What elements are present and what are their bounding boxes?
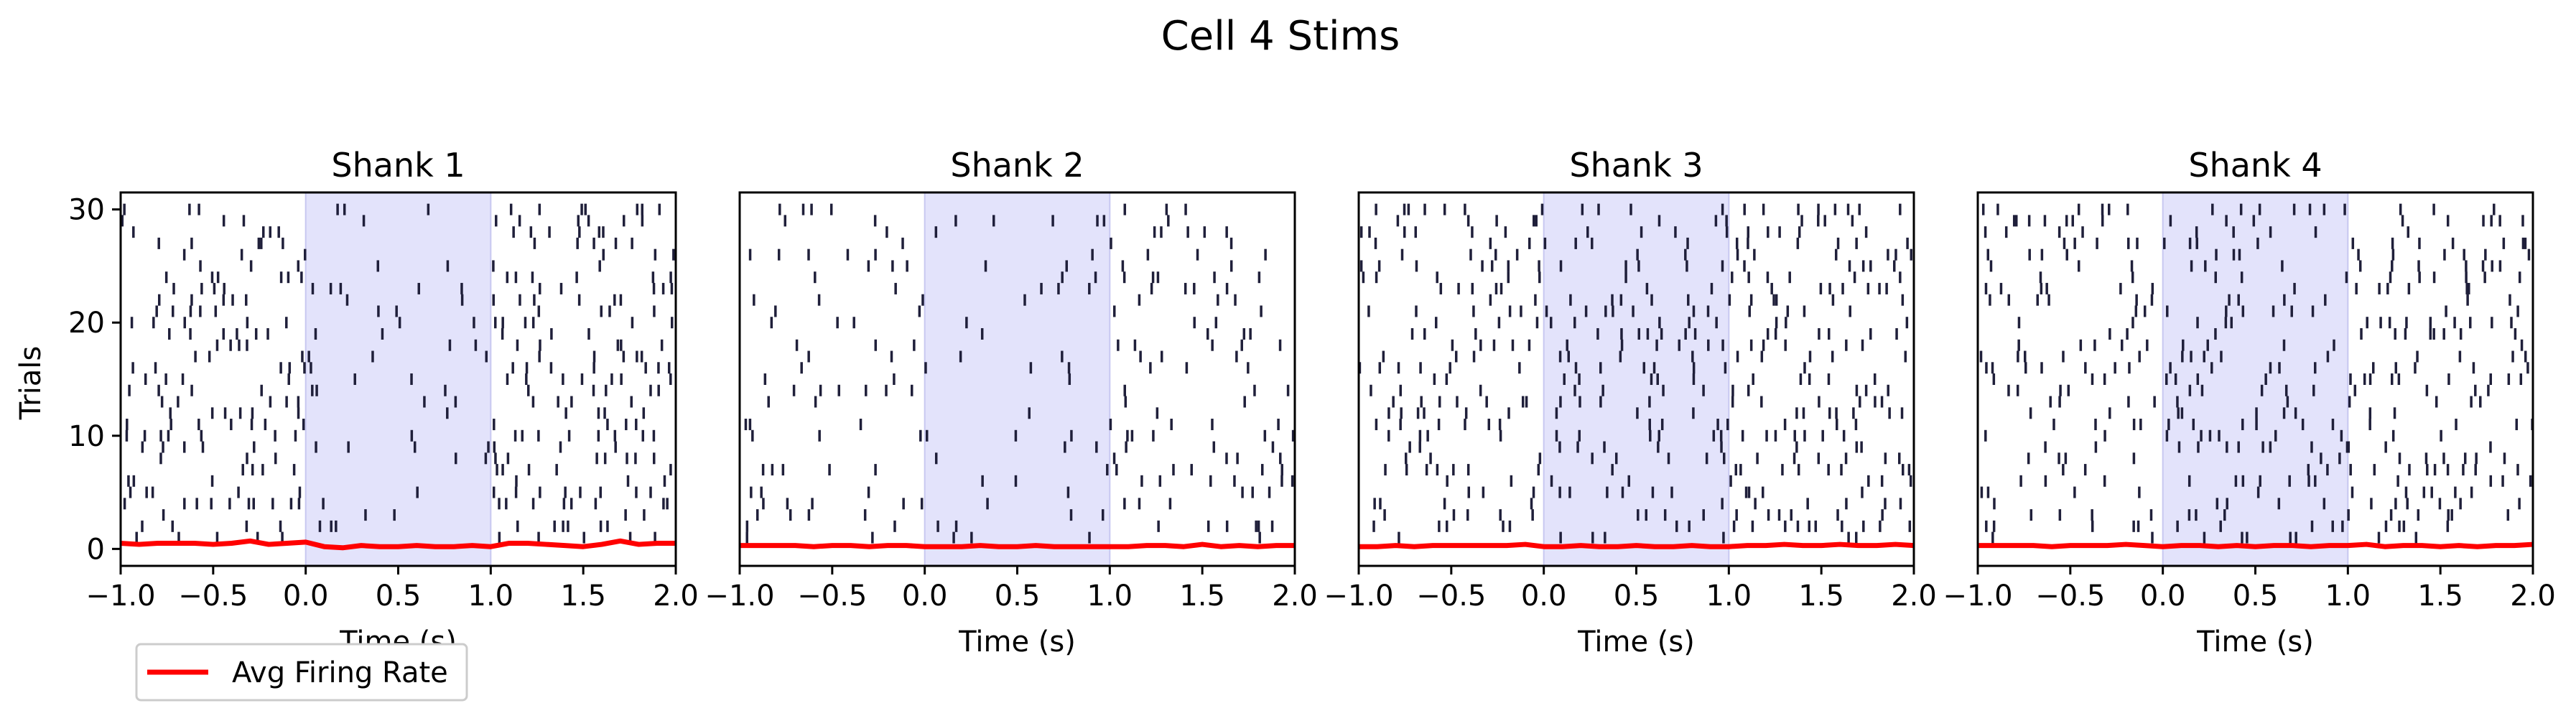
x-tick-label: 0.0 [902,580,948,613]
spike-raster [1358,203,1913,544]
legend-label: Avg Firing Rate [232,656,448,689]
stim-window [305,192,491,566]
y-tick-label: 30 [68,194,105,227]
spike-raster [1979,203,2534,544]
x-tick-label: 2.0 [1272,580,1318,613]
avg-firing-rate-line [1978,541,2534,549]
y-tick-label: 0 [87,533,105,566]
x-axis-label: Time (s) [1577,625,1695,659]
x-tick-label: −0.5 [797,580,867,613]
x-tick-label: 2.0 [653,580,699,613]
panel-title: Shank 1 [331,146,465,185]
x-tick-label: 0.0 [283,580,329,613]
avg-firing-rate-line [120,538,676,551]
avg-firing-rate-line [740,541,1295,549]
panel-title: Shank 4 [2188,146,2322,185]
panel-shank-4: −1.0 −0.5 0.0 0.5 1.0 1.5 2.0 Shank 4 Time (s) [1943,146,2555,659]
x-tick-label: 1.0 [1706,580,1752,613]
x-tick-label: 1.0 [1087,580,1133,613]
x-tick-label: 1.0 [2325,580,2371,613]
panel-title: Shank 3 [1569,146,1703,185]
panel-shank-2: −1.0 −0.5 0.0 0.5 1.0 1.5 2.0 Shank 2 Time (s) [705,146,1317,659]
x-tick-label: 0.5 [2233,580,2279,613]
x-tick-label: 2.0 [2510,580,2556,613]
x-tick-label: −0.5 [2035,580,2105,613]
x-tick-label: −0.5 [178,580,248,613]
spike-raster [121,203,675,544]
stim-window [924,192,1110,566]
x-tick-label: 0.0 [2140,580,2186,613]
x-tick-label: −1.0 [1943,580,2012,613]
y-tick-label: 10 [68,420,105,453]
x-tick-label: −1.0 [85,580,155,613]
x-tick-label: 0.5 [376,580,422,613]
x-tick-label: −0.5 [1416,580,1486,613]
x-axis-label: Time (s) [958,625,1076,659]
panel-shank-3: −1.0 −0.5 0.0 0.5 1.0 1.5 2.0 Shank 3 Time (s) [1324,146,1936,659]
x-tick-label: −1.0 [705,580,774,613]
y-axis-label: Trials [14,346,47,421]
avg-firing-rate-line [1359,541,1915,549]
panel-title: Shank 2 [950,146,1084,185]
x-tick-label: 1.5 [2417,580,2463,613]
legend-frame [135,643,468,702]
x-axis-label: Time (s) [2196,625,2314,659]
x-tick-label: 2.0 [1891,580,1937,613]
spike-raster [744,203,1295,544]
x-tick-label: 1.5 [1179,580,1225,613]
x-tick-label: 0.5 [1614,580,1660,613]
x-tick-label: 1.5 [1798,580,1844,613]
x-tick-label: 0.5 [995,580,1041,613]
panels: −1.0 −0.5 0.0 0.5 1.0 1.5 2.0 0 10 20 30 Shank 1 Tim… [68,146,2556,659]
stim-window [1543,192,1729,566]
figure-title: Cell 4 Stims [1161,13,1400,60]
y-tick-label: 20 [68,307,105,340]
x-tick-label: −1.0 [1324,580,1393,613]
legend: Avg Firing Rate [135,643,468,702]
stim-window [2162,192,2348,566]
x-tick-label: 1.0 [468,580,514,613]
x-tick-label: 0.0 [1521,580,1567,613]
x-tick-label: 1.5 [560,580,606,613]
